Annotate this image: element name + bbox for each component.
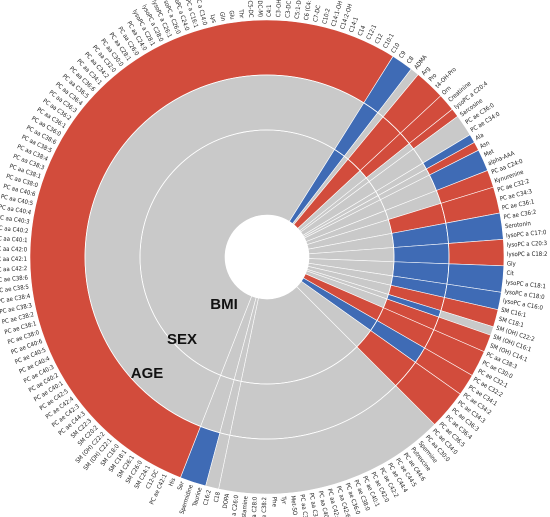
metabolite-label: Histamine — [240, 495, 249, 517]
ring-label-bmi: BMI — [210, 296, 238, 313]
center-hole — [225, 215, 309, 299]
metabolite-label: C7-DC — [312, 4, 322, 22]
metabolite-label: DOPA — [222, 493, 231, 509]
ring-separator-0 — [139, 129, 395, 385]
metabolite-label: PC aa C40:1 — [0, 235, 28, 244]
metabolite-label: C5-DC — [246, 0, 254, 18]
metabolite-label: Thr — [237, 8, 245, 19]
metabolite-label: Asn — [479, 140, 491, 151]
metabolite-label: Pro — [427, 72, 438, 84]
metabolite-label: PC ae C38:6 — [0, 274, 29, 284]
ring-label-sex: SEX — [167, 331, 197, 348]
metabolite-label: C3-OH — [275, 0, 283, 17]
metabolite-label: C8 — [406, 55, 416, 65]
metabolite-label: C5:1-DC — [294, 0, 304, 19]
metabolite-label: Phe — [270, 497, 277, 508]
metabolite-label: lysoPC a C18:1 — [505, 279, 546, 290]
metabolite-label: lysoPC a C17:0 — [506, 229, 547, 240]
metabolite-label: Lys — [209, 14, 218, 24]
metabolite-label: PC aa C40:2 — [0, 224, 29, 234]
metabolite-label: Ser — [176, 480, 186, 492]
metabolite-label: PC aa C42:1 — [0, 256, 27, 263]
metabolite-label: lysoPC a C28:0 — [250, 496, 259, 517]
metabolite-label: Met — [483, 148, 495, 159]
metabolite-label: PC ae C38:2 — [261, 497, 268, 517]
metabolite-label: C4:1 — [266, 5, 273, 18]
metabolite-label: C16:2 — [202, 489, 213, 506]
ring-separator-1 — [84, 74, 450, 440]
metabolite-label: Gln — [218, 11, 227, 21]
metabolite-label: Tyr — [280, 495, 288, 505]
metabolite-label: Ala — [474, 132, 485, 142]
metabolite-label: PC aa C40:3 — [0, 214, 30, 226]
metabolite-label: lysoPC a C18:2 — [507, 251, 548, 258]
metabolite-label: PC aa C42:2 — [0, 265, 27, 274]
metabolite-label: C5-OH (C3-DC-M) — [255, 0, 263, 17]
ring-label-age: AGE — [131, 365, 164, 382]
metabolite-label: Met-SO — [289, 495, 298, 515]
metabolite-label: lysoPC a C20:3 — [507, 240, 548, 249]
metabolite-label: Serotonin — [505, 220, 532, 230]
metabolite-label: C12 — [374, 33, 385, 46]
metabolite-label: C18 — [213, 491, 222, 503]
metabolite-label: C3-DC (C4-OH) — [284, 0, 295, 18]
metabolite-label: Arg — [420, 65, 431, 77]
metabolite-label: C9 — [398, 49, 408, 59]
metabolite-label: C10 — [390, 41, 402, 54]
metabolite-label: Gly — [507, 260, 517, 267]
metabolite-label: Cit — [506, 270, 514, 277]
metabolite-label: PC aa C42:0 — [0, 246, 28, 254]
metabolite-label: Orn — [441, 85, 453, 97]
segment-age-14 — [448, 238, 505, 267]
metabolite-label: Glu — [227, 10, 235, 20]
metabolite-label: C14 — [357, 24, 368, 37]
metabolite-label: PC ae C38:5 — [0, 284, 29, 295]
metabolite-label: His — [168, 477, 178, 488]
metabolite-label: PC aa C32:3 — [298, 494, 310, 517]
metabolite-label: C10:2 — [321, 8, 332, 25]
